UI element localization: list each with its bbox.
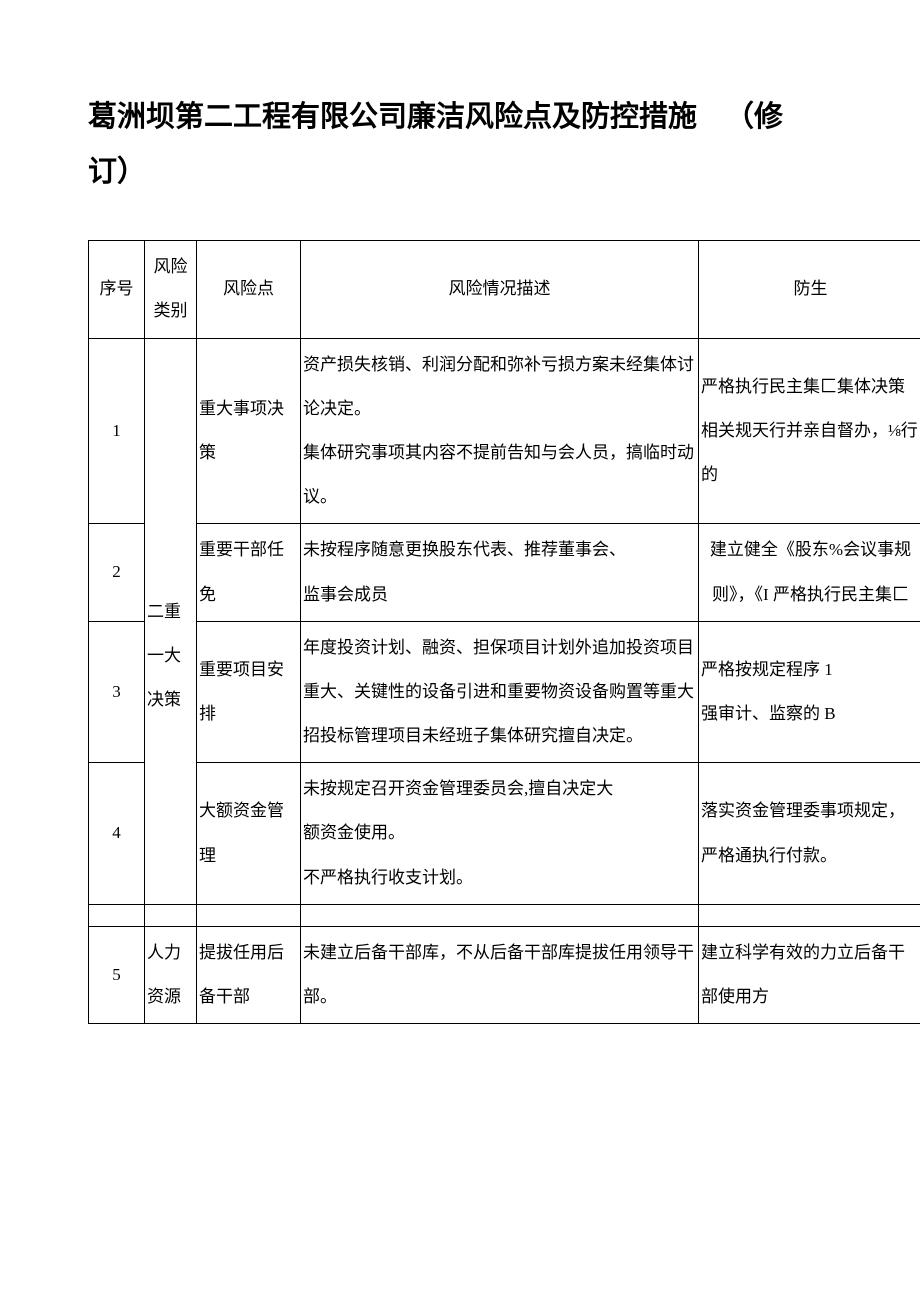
table-row: 1 二重一大决策 重大事项决策 资产损失核销、利润分配和弥补亏损方案未经集体讨论… bbox=[89, 338, 920, 524]
blank-cell bbox=[89, 904, 145, 926]
title-line-2: 订） bbox=[88, 145, 900, 200]
cell-desc: 年度投资计划、融资、担保项目计划外追加投资项目重大、关键性的设备引进和重要物资设… bbox=[301, 621, 699, 763]
cell-measure: 落实资金管理委事项规定，严格通执行付款。 bbox=[699, 763, 920, 905]
cell-desc: 未按规定召开资金管理委员会,擅自决定大额资金使用。不严格执行收支计划。 bbox=[301, 763, 699, 905]
blank-cell bbox=[197, 904, 301, 926]
cell-desc: 未按程序随意更换股东代表、推荐董事会、监事会成员 bbox=[301, 524, 699, 621]
cell-measure: 严格执行民主集匚集体决策相关规天行并亲自督办，⅛行的 bbox=[699, 338, 920, 524]
header-category: 风险类别 bbox=[145, 241, 197, 338]
cell-point: 重要项目安排 bbox=[197, 621, 301, 763]
cell-measure: 严格按规定程序 1强审计、监察的 B bbox=[699, 621, 920, 763]
category-label: 二重一大决策 bbox=[147, 520, 194, 723]
blank-cell bbox=[145, 904, 197, 926]
header-point: 风险点 bbox=[197, 241, 301, 338]
cell-seq: 3 bbox=[89, 621, 145, 763]
table-row: 2 重要干部任免 未按程序随意更换股东代表、推荐董事会、监事会成员 建立健全《股… bbox=[89, 524, 920, 621]
cell-seq: 2 bbox=[89, 524, 145, 621]
header-desc: 风险情况描述 bbox=[301, 241, 699, 338]
blank-cell bbox=[699, 904, 920, 926]
cell-point: 提拔任用后备干部 bbox=[197, 926, 301, 1023]
table-row: 4 大额资金管理 未按规定召开资金管理委员会,擅自决定大额资金使用。不严格执行收… bbox=[89, 763, 920, 905]
risk-table: 序号 风险类别 风险点 风险情况描述 防生 1 二重一大决策 重大事项决策 资产… bbox=[88, 240, 920, 1024]
header-seq: 序号 bbox=[89, 241, 145, 338]
cell-seq: 1 bbox=[89, 338, 145, 524]
header-measure: 防生 bbox=[699, 241, 920, 338]
document-title: 葛洲坝第二工程有限公司廉洁风险点及防控措施 （修 订） bbox=[88, 90, 920, 200]
cell-desc: 资产损失核销、利润分配和弥补亏损方案未经集体讨论决定。集体研究事项其内容不提前告… bbox=[301, 338, 699, 524]
cell-measure: 建立健全《股东%会议事规则》，《I 严格执行民主集匚 bbox=[699, 524, 920, 621]
cell-point: 重要干部任免 bbox=[197, 524, 301, 621]
cell-point: 大额资金管理 bbox=[197, 763, 301, 905]
table-blank-row bbox=[89, 904, 920, 926]
cell-point: 重大事项决策 bbox=[197, 338, 301, 524]
table-row: 3 重要项目安排 年度投资计划、融资、担保项目计划外追加投资项目重大、关键性的设… bbox=[89, 621, 920, 763]
cell-seq: 4 bbox=[89, 763, 145, 905]
title-suffix: （修 bbox=[725, 90, 783, 145]
cell-measure: 建立科学有效的力立后备干部使用方 bbox=[699, 926, 920, 1023]
table-row: 5 人力资源 提拔任用后备干部 未建立后备干部库，不从后备干部库提拔任用领导干部… bbox=[89, 926, 920, 1023]
cell-category: 二重一大决策 bbox=[145, 338, 197, 904]
title-main: 葛洲坝第二工程有限公司廉洁风险点及防控措施 bbox=[88, 101, 697, 133]
title-line-1: 葛洲坝第二工程有限公司廉洁风险点及防控措施 （修 bbox=[88, 90, 900, 145]
cell-seq: 5 bbox=[89, 926, 145, 1023]
table-header-row: 序号 风险类别 风险点 风险情况描述 防生 bbox=[89, 241, 920, 338]
cell-desc: 未建立后备干部库，不从后备干部库提拔任用领导干部。 bbox=[301, 926, 699, 1023]
blank-cell bbox=[301, 904, 699, 926]
cell-category: 人力资源 bbox=[145, 926, 197, 1023]
